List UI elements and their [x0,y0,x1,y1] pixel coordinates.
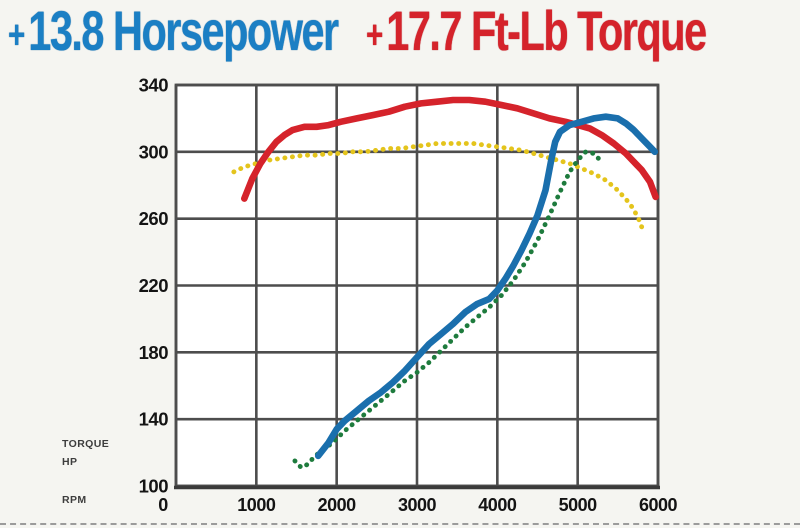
y-tick-label-100: 100 [139,476,169,497]
series-torque-before [231,141,647,237]
y-axis-label-torque: TORQUE [62,438,110,450]
y-tick-label-140: 140 [139,409,169,430]
headline: +13.8 Horsepower +17.7 Ft-Lb Torque [8,0,800,68]
torque-gain-text: 17.7 Ft-Lb Torque [385,0,707,62]
headline-torque-gain: +17.7 Ft-Lb Torque [365,0,707,68]
x-tick-label-0: 0 [158,495,168,515]
series-torque-after [241,96,659,202]
x-tick-label-1000: 1000 [237,495,276,515]
y-tick-label-220: 220 [139,275,169,296]
horsepower-gain-text: 13.8 Horsepower [28,0,339,62]
series-hp-after [314,113,659,460]
y-axis-label-hp: HP [62,456,78,468]
x-axis-label-rpm: RPM [62,494,87,506]
x-tick-label-6000: 6000 [639,495,678,515]
x-tick-label-5000: 5000 [559,495,598,515]
y-tick-label-260: 260 [139,208,169,229]
y-tick-label-180: 180 [139,342,169,363]
x-tick-label-3000: 3000 [398,495,437,515]
y-tick-label-340: 340 [139,75,169,96]
plus-sign-torque: + [365,13,383,57]
plus-sign-hp: + [8,13,25,57]
bottom-dashed-divider [0,523,800,525]
x-tick-label-2000: 2000 [318,495,357,515]
y-tick-label-300: 300 [139,141,169,162]
headline-horsepower-gain: +13.8 Horsepower [8,0,339,68]
x-tick-label-4000: 4000 [478,495,517,515]
